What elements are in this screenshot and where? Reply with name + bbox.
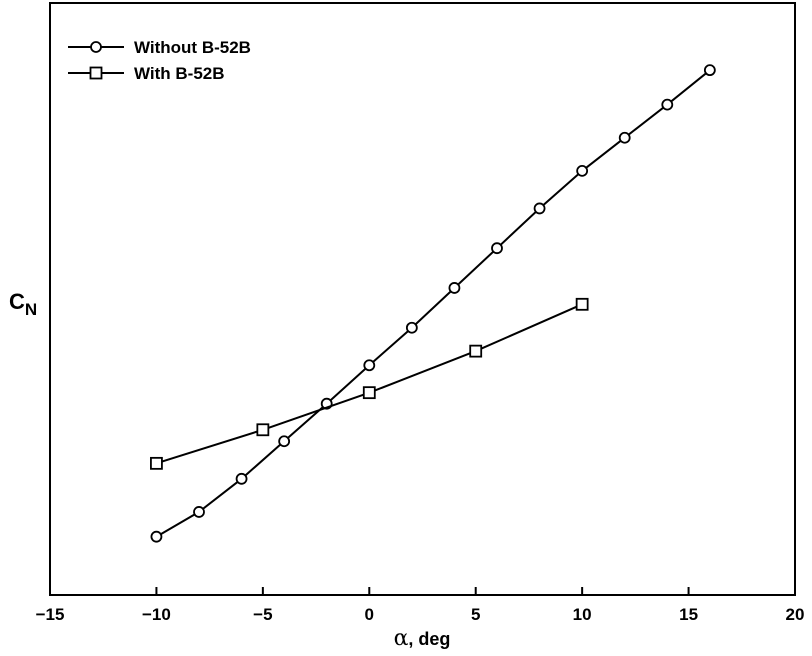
data-point-circle [150, 530, 163, 543]
data-point-circle [703, 64, 716, 77]
data-point-circle [363, 359, 376, 372]
plot-frame [49, 2, 796, 596]
x-tick-label: −5 [253, 605, 272, 624]
x-tick-label: 10 [573, 605, 592, 624]
data-point-circle [618, 131, 631, 144]
x-axis-label-unit: , deg [408, 629, 450, 649]
x-axis-label: α, deg [394, 626, 451, 651]
data-point-square [362, 386, 376, 400]
data-point-square [150, 456, 163, 470]
data-point-circle [576, 164, 589, 177]
x-tick-label: 15 [679, 605, 698, 624]
x-tick-label: 0 [365, 605, 374, 624]
series-line-1 [156, 303, 583, 465]
legend-label-without: Without B-52B [134, 38, 251, 57]
x-axis-ticks: −15 −10 −5 0 5 10 15 20 [36, 587, 805, 624]
x-tick-label: −15 [36, 605, 65, 624]
data-point-circle [448, 282, 461, 294]
x-axis-label-alpha: α [394, 626, 409, 651]
data-point-circle [491, 242, 503, 255]
data-point-circle [533, 202, 546, 215]
legend-label-with: With B-52B [134, 64, 225, 83]
series-layer [150, 64, 716, 543]
x-tick-label: 5 [471, 605, 480, 624]
data-point-square [575, 297, 589, 311]
data-point-circle [405, 321, 418, 334]
data-point-circle [278, 435, 291, 448]
data-point-square [469, 344, 483, 358]
x-tick-label: −10 [142, 605, 171, 624]
x-tick-label: 20 [786, 605, 805, 624]
legend-marker-circle [90, 41, 102, 53]
legend: Without B-52B With B-52B [68, 38, 251, 83]
data-point-circle [193, 506, 205, 518]
series-line-0 [155, 69, 711, 538]
legend-marker-square [89, 66, 103, 80]
y-axis-label-subscript: N [25, 300, 37, 319]
data-point-circle [661, 98, 674, 111]
y-axis-label-main: C [9, 289, 25, 314]
data-point-square [256, 423, 270, 437]
y-axis-label: CN [9, 289, 37, 319]
data-point-circle [235, 472, 248, 485]
